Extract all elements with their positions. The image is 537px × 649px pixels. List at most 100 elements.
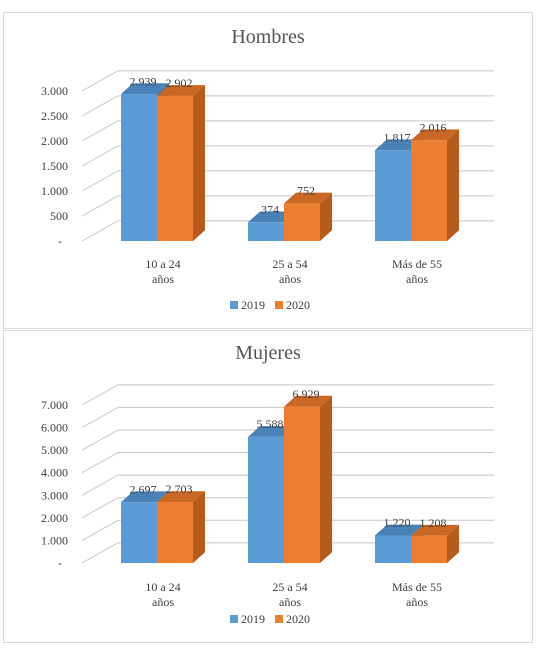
legend-swatch-2019	[230, 615, 238, 623]
data-label: 5.588	[257, 417, 284, 431]
bar-front	[411, 140, 447, 241]
bar-front	[121, 502, 157, 563]
category-label: años	[152, 272, 174, 286]
legend-label-2020: 2020	[286, 298, 310, 312]
category-label: 25 a 54	[272, 580, 307, 594]
y-tick-label: -	[58, 234, 62, 248]
bar-side	[320, 192, 332, 241]
gridline-diagonal	[81, 195, 119, 217]
data-label: 2.016	[420, 120, 447, 134]
bar-front	[248, 436, 284, 563]
data-label: 2.902	[166, 76, 193, 90]
category-label: 10 a 24	[145, 580, 180, 594]
bar-2020-1	[284, 395, 332, 563]
category-label: Más de 55	[392, 257, 442, 271]
category-label: años	[279, 272, 301, 286]
category-label: 10 a 24	[145, 257, 180, 271]
chart-title: Mujeres	[235, 342, 301, 364]
category-label: Más de 55	[392, 580, 442, 594]
gridline-diagonal	[81, 519, 119, 541]
gridline-diagonal	[81, 474, 119, 496]
bar-front	[157, 95, 193, 242]
category-label: años	[279, 595, 301, 609]
bar-top	[411, 524, 459, 536]
bar-side	[447, 524, 459, 563]
chart-hombres-svg: Hombres - 500 1.000 1.500 2.000 2.500 3.000 2.93…	[41, 26, 494, 312]
bar-2020-1	[284, 192, 332, 241]
y-tick-label: 2.500	[41, 109, 68, 123]
gridline-diagonal	[81, 70, 119, 92]
data-label: 1.220	[384, 516, 411, 530]
y-tick-label: 1.500	[41, 159, 68, 173]
data-label: 752	[297, 184, 315, 198]
gridline-diagonal	[81, 95, 119, 117]
bar-top	[411, 129, 459, 141]
y-tick-label: 1.000	[41, 533, 68, 547]
chart-title: Hombres	[231, 26, 305, 48]
gridline-diagonal	[81, 542, 119, 564]
y-tick-label: 1.000	[41, 184, 68, 198]
y-tick-label: 500	[50, 209, 68, 223]
bar-front	[375, 150, 411, 241]
gridline-diagonal	[81, 145, 119, 167]
bar-side	[193, 491, 205, 563]
bar-top	[284, 192, 332, 204]
bar-2020-2	[411, 129, 459, 241]
bar-front	[157, 501, 193, 563]
bar-front	[284, 203, 320, 241]
legend-swatch-2020	[275, 615, 283, 623]
data-label: 1.208	[420, 516, 447, 530]
gridline-diagonal	[81, 406, 119, 429]
data-label: 2.697	[130, 482, 157, 496]
gridline-diagonal	[81, 170, 119, 192]
data-label: 1.817	[384, 130, 411, 144]
y-tick-label: 2.000	[41, 511, 68, 525]
legend-label-2020: 2020	[286, 612, 310, 626]
category-label: años	[406, 272, 428, 286]
gridline-diagonal	[81, 220, 119, 242]
legend: 2019 2020	[230, 298, 310, 312]
bar-2020-0	[157, 85, 205, 242]
bar-side	[447, 129, 459, 241]
legend-label-2019: 2019	[241, 612, 265, 626]
bar-top	[284, 395, 332, 407]
gridline-diagonal	[81, 384, 119, 406]
legend-swatch-2020	[275, 301, 283, 309]
y-tick-label: 7.000	[41, 398, 68, 412]
gridline-diagonal	[81, 497, 119, 519]
legend: 2019 2020	[230, 612, 310, 626]
bar-top	[121, 491, 169, 503]
data-label: 6.929	[293, 387, 320, 401]
category-label: años	[406, 595, 428, 609]
bar-side	[193, 85, 205, 241]
data-label: 374	[261, 203, 279, 217]
bar-top	[375, 524, 423, 536]
bar-front	[375, 535, 411, 563]
bar-2019-2	[375, 524, 423, 563]
gridline-diagonal	[81, 452, 119, 474]
bar-front	[121, 94, 157, 241]
category-label: años	[152, 595, 174, 609]
bar-top	[121, 83, 169, 95]
legend-label-2019: 2019	[241, 298, 265, 312]
chart-mujeres-svg: Mujeres - 1.000 2.000 3.000 4.000 5.000 6.000 7.…	[41, 342, 494, 626]
y-tick-label: -	[58, 556, 62, 570]
gridline-diagonal	[81, 429, 119, 451]
y-tick-label: 3.000	[41, 84, 68, 98]
legend-swatch-2019	[230, 301, 238, 309]
bar-2020-0	[157, 491, 205, 563]
chart-hombres: Hombres - 500 1.000 1.500 2.000 2.500 3.000 2.93…	[3, 12, 533, 329]
gridline-diagonal	[81, 120, 119, 142]
y-tick-label: 3.000	[41, 488, 68, 502]
chart-mujeres: Mujeres - 1.000 2.000 3.000 4.000 5.000 6.000 7.…	[3, 330, 533, 643]
y-tick-label: 6.000	[41, 421, 68, 435]
y-tick-label: 5.000	[41, 443, 68, 457]
y-tick-label: 2.000	[41, 134, 68, 148]
bar-top	[157, 85, 205, 96]
category-label: 25 a 54	[272, 257, 307, 271]
bar-side	[320, 395, 332, 563]
bar-front	[248, 222, 284, 241]
y-tick-label: 4.000	[41, 466, 68, 480]
bar-front	[284, 406, 320, 563]
data-label: 2.939	[130, 74, 157, 88]
